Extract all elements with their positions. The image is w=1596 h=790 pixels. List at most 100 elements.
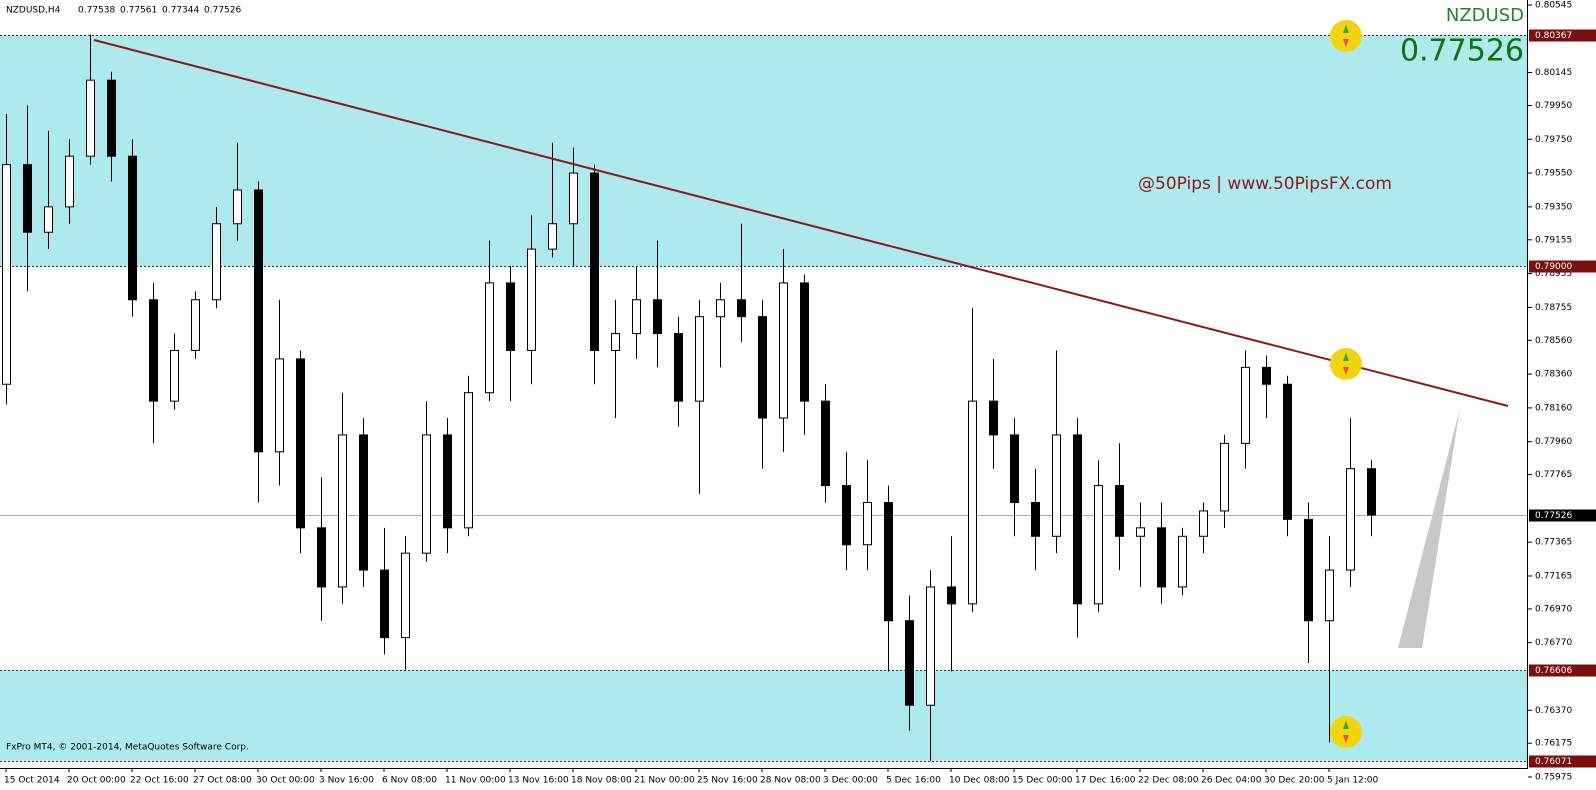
candle-body: [716, 299, 725, 318]
candle-body: [317, 527, 326, 588]
zone: [0, 35, 1527, 266]
y-tick-label: 0.78955: [1535, 269, 1572, 279]
candle-body: [1136, 527, 1145, 537]
x-tick-label: 30 Dec 20:00: [1264, 776, 1325, 786]
candle-body: [1157, 527, 1166, 588]
x-tick-label: 17 Dec 16:00: [1075, 776, 1136, 786]
x-tick-label: 26 Dec 04:00: [1201, 776, 1262, 786]
candle-body: [191, 299, 200, 351]
candle-body: [275, 358, 284, 453]
x-tick-label: 21 Nov 00:00: [634, 776, 695, 786]
level-label: 0.76071: [1535, 757, 1572, 767]
candle-body: [464, 392, 473, 529]
y-tick-label: 0.80545: [1535, 1, 1572, 11]
y-tick-label: 0.75975: [1535, 773, 1572, 783]
candle-body: [233, 189, 242, 225]
candle-body: [1052, 434, 1061, 537]
candle-body: [359, 434, 368, 571]
y-tick-label: 0.78160: [1535, 403, 1572, 413]
candle-body: [506, 282, 515, 351]
candle-body: [632, 299, 641, 335]
candle-body: [1325, 569, 1334, 622]
y-tick-label: 0.79550: [1535, 169, 1572, 179]
y-tick-label: 0.79350: [1535, 202, 1572, 212]
x-tick-label: 25 Nov 16:00: [697, 776, 758, 786]
y-tick-label: 0.76770: [1535, 638, 1572, 648]
candle-body: [2, 164, 11, 385]
y-tick-label: 0.79155: [1535, 235, 1572, 245]
level-label: 0.80367: [1535, 31, 1572, 41]
candle-body: [1262, 366, 1271, 385]
level-label-bg: [1529, 664, 1596, 677]
x-tick-label: 3 Nov 16:00: [319, 776, 374, 786]
candle-body: [1178, 535, 1187, 588]
candle-body: [569, 172, 578, 225]
candle-body: [905, 620, 914, 706]
chart-title: NZDUSD,H4: [6, 6, 61, 16]
candle-body: [296, 358, 305, 529]
candle-body: [653, 299, 662, 335]
candle-body: [884, 501, 893, 622]
x-tick-label: 18 Nov 08:00: [571, 776, 632, 786]
candle-body: [842, 485, 851, 546]
candle-body: [1115, 485, 1124, 537]
signal-icon: [1330, 348, 1362, 380]
candle-body: [758, 316, 767, 419]
candle-body: [989, 400, 998, 436]
x-tick-label: 5 Jan 12:00: [1327, 776, 1379, 786]
candle-body: [212, 223, 221, 301]
candle-body: [401, 552, 410, 639]
candle-body: [527, 248, 536, 351]
header-values: 0.77538 0.77561 0.77344 0.77526: [78, 6, 241, 16]
candle-body: [1010, 434, 1019, 503]
x-tick-label: 22 Dec 08:00: [1138, 776, 1199, 786]
x-tick-label: 3 Dec 00:00: [823, 776, 878, 786]
candle-body: [674, 333, 683, 402]
x-tick-label: 6 Nov 08:00: [382, 776, 437, 786]
candle-body: [254, 189, 263, 453]
level-label-bg: [1529, 509, 1596, 522]
footer: FxPro MT4, © 2001-2014, MetaQuotes Softw…: [6, 743, 249, 753]
level-label-bg: [1529, 755, 1596, 768]
candle-body: [548, 223, 557, 250]
level-label: 0.77526: [1535, 511, 1572, 521]
candle-body: [485, 282, 494, 394]
y-tick-label: 0.77165: [1535, 571, 1572, 581]
y-tick-label: 0.80145: [1535, 68, 1572, 78]
candle-body: [443, 434, 452, 529]
signal-icon: [1330, 716, 1362, 748]
y-tick-label: 0.76175: [1535, 739, 1572, 749]
y-tick-label: 0.79950: [1535, 101, 1572, 111]
candle-body: [737, 299, 746, 318]
candle-body: [926, 586, 935, 706]
candles: [2, 34, 1376, 761]
y-tick-label: 0.77765: [1535, 470, 1572, 480]
candle-body: [380, 569, 389, 639]
candle-body: [23, 164, 32, 233]
candle-body: [1241, 366, 1250, 444]
x-tick-label: 30 Oct 00:00: [256, 776, 315, 786]
candle-body: [947, 586, 956, 605]
x-tick-label: 10 Dec 08:00: [949, 776, 1010, 786]
y-tick-label: 0.77365: [1535, 538, 1572, 548]
watermark: @50Pips | www.50PipsFX.com: [1138, 174, 1392, 194]
candle-body: [1073, 434, 1082, 605]
candle-body: [170, 349, 179, 402]
price: 0.77526: [1400, 34, 1524, 69]
candle-body: [1367, 468, 1376, 516]
x-tick-label: 27 Oct 08:00: [193, 776, 252, 786]
candle-body: [107, 79, 116, 157]
projection-triangle: [1398, 408, 1460, 648]
candle-body: [338, 434, 347, 588]
candle-body: [65, 155, 74, 208]
y-tick-label: 0.78360: [1535, 370, 1572, 380]
symbol: NZDUSD: [1446, 5, 1524, 26]
y-tick-label: 0.79750: [1535, 135, 1572, 145]
level-label-bg: [1529, 260, 1596, 273]
x-tick-label: 15 Dec 00:00: [1012, 776, 1073, 786]
candle-body: [821, 400, 830, 487]
y-tick-label: 0.78755: [1535, 303, 1572, 313]
candle-body: [695, 316, 704, 402]
level-label-bg: [1529, 29, 1596, 42]
candle-body: [149, 299, 158, 402]
